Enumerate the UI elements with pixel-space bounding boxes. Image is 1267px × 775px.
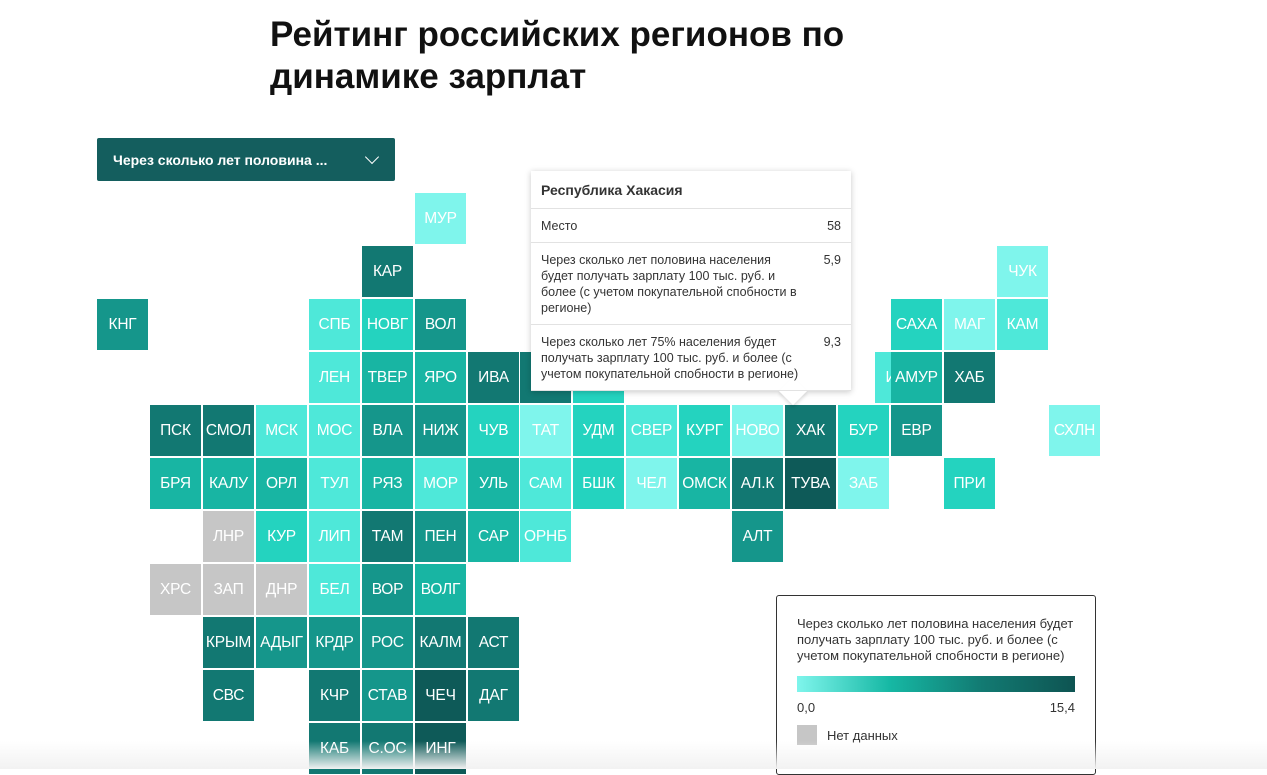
legend-min: 0,0 (797, 700, 816, 715)
region-tile[interactable]: БУР (838, 405, 889, 456)
tooltip-value: 5,9 (823, 253, 841, 267)
region-tile[interactable]: ТУВА (785, 458, 836, 509)
legend-scale: 0,0 15,4 (797, 700, 1075, 715)
region-tile[interactable]: ТАМ (362, 511, 413, 562)
region-tile[interactable]: ВОЛ (415, 299, 466, 350)
region-tile[interactable]: КАМ (997, 299, 1048, 350)
region-tile[interactable]: СВС (203, 670, 254, 721)
region-tile[interactable]: АЛТ (732, 511, 783, 562)
region-tile[interactable]: АМУР (891, 352, 942, 403)
region-tile[interactable]: АДЫГ (256, 617, 307, 668)
region-tile[interactable]: ПРИ (944, 458, 995, 509)
region-tile[interactable]: НИЖ (415, 405, 466, 456)
tooltip-key: Через сколько лет 75% населения будет по… (541, 335, 799, 381)
nodata-swatch (797, 725, 817, 745)
region-tile[interactable]: КРДР (309, 617, 360, 668)
tooltip-value: 58 (827, 219, 841, 233)
region-tile[interactable]: НОВО (732, 405, 783, 456)
region-tile[interactable]: КНГ (97, 299, 148, 350)
region-tile[interactable]: ВОЛГ (415, 564, 466, 615)
region-tile[interactable]: МСК (256, 405, 307, 456)
region-tile[interactable]: КРЫМ (203, 617, 254, 668)
region-tile[interactable]: КАБ (309, 723, 360, 774)
region-tile[interactable]: ПСК (150, 405, 201, 456)
region-tile[interactable]: ОРНБ (520, 511, 571, 562)
region-tile[interactable]: СПБ (309, 299, 360, 350)
region-tile[interactable]: ХАБ (944, 352, 995, 403)
region-tile[interactable]: С.ОС (362, 723, 413, 774)
region-tile[interactable]: САР (468, 511, 519, 562)
region-tooltip: Республика Хакасия Место 58 Через скольк… (531, 171, 851, 406)
region-tile[interactable]: БШК (573, 458, 624, 509)
region-tile[interactable]: БРЯ (150, 458, 201, 509)
region-tile[interactable]: АСТ (468, 617, 519, 668)
region-tile[interactable]: БЕЛ (309, 564, 360, 615)
region-tile[interactable]: ХАК (785, 405, 836, 456)
region-tile[interactable]: КУРГ (679, 405, 730, 456)
legend-title: Через сколько лет половина населения буд… (797, 616, 1074, 663)
region-tile[interactable]: СВЕР (626, 405, 677, 456)
region-tile[interactable]: ХРС (150, 564, 201, 615)
region-tile[interactable]: ЧЕЧ (415, 670, 466, 721)
region-tile[interactable]: НОВГ (362, 299, 413, 350)
region-tile[interactable]: УЛЬ (468, 458, 519, 509)
region-tile[interactable]: ЕВР (891, 405, 942, 456)
region-tile[interactable]: КУР (256, 511, 307, 562)
map-legend: Через сколько лет половина населения буд… (776, 595, 1096, 775)
region-tile[interactable]: ЧУВ (468, 405, 519, 456)
region-tile[interactable]: МУР (415, 193, 466, 244)
region-tile[interactable]: ТУЛ (309, 458, 360, 509)
region-tile[interactable]: САХА (891, 299, 942, 350)
tooltip-region-name: Республика Хакасия (531, 171, 851, 209)
region-tile[interactable]: ОМСК (679, 458, 730, 509)
region-tile[interactable]: ДНР (256, 564, 307, 615)
region-tile[interactable]: ЧЕЛ (626, 458, 677, 509)
legend-nodata: Нет данных (797, 725, 1075, 745)
region-tile[interactable]: ЗАП (203, 564, 254, 615)
region-tile[interactable]: САМ (520, 458, 571, 509)
tooltip-row-75: Через сколько лет 75% населения будет по… (531, 325, 851, 391)
region-tile[interactable]: МАГ (944, 299, 995, 350)
region-tile[interactable]: ЛЕН (309, 352, 360, 403)
page-title: Рейтинг российских регионов по динамике … (270, 15, 845, 96)
tooltip-value: 9,3 (823, 335, 841, 349)
region-tile[interactable]: СХЛН (1049, 405, 1100, 456)
region-tile[interactable]: ИНГ (415, 723, 466, 774)
region-tile[interactable]: ДАГ (468, 670, 519, 721)
metric-dropdown-label: Через сколько лет половина ... (113, 151, 328, 168)
region-tile[interactable]: ЯРО (415, 352, 466, 403)
region-tile[interactable]: АЛ.К (732, 458, 783, 509)
tooltip-row-half: Через сколько лет половина населения буд… (531, 243, 851, 325)
region-tile[interactable]: ОРЛ (256, 458, 307, 509)
region-tile[interactable]: СТАВ (362, 670, 413, 721)
legend-gradient (797, 676, 1075, 692)
region-tile[interactable]: КАР (362, 246, 413, 297)
region-tile[interactable]: ВОР (362, 564, 413, 615)
region-tile[interactable]: ИВА (468, 352, 519, 403)
legend-max: 15,4 (1049, 700, 1075, 715)
region-tile[interactable]: ЛИП (309, 511, 360, 562)
region-tile[interactable]: ЛНР (203, 511, 254, 562)
tooltip-row-rank: Место 58 (531, 209, 851, 243)
legend-nodata-label: Нет данных (827, 727, 898, 743)
region-tile[interactable]: ПЕН (415, 511, 466, 562)
region-tile[interactable]: КЧР (309, 670, 360, 721)
region-tile[interactable]: РОС (362, 617, 413, 668)
region-tile[interactable]: ТВЕР (362, 352, 413, 403)
tooltip-key: Через сколько лет половина населения буд… (541, 253, 797, 315)
region-tile[interactable]: МОС (309, 405, 360, 456)
region-tile[interactable]: ЧУК (997, 246, 1048, 297)
region-tile[interactable]: РЯЗ (362, 458, 413, 509)
region-tile[interactable]: ЗАБ (838, 458, 889, 509)
region-tile[interactable]: ВЛА (362, 405, 413, 456)
region-tile[interactable]: МОР (415, 458, 466, 509)
metric-dropdown[interactable]: Через сколько лет половина ... (97, 138, 395, 181)
region-tile[interactable]: УДМ (573, 405, 624, 456)
region-tile[interactable]: КАЛМ (415, 617, 466, 668)
region-tile[interactable]: КАЛУ (203, 458, 254, 509)
region-tile[interactable]: СМОЛ (203, 405, 254, 456)
tooltip-key: Место (541, 219, 578, 233)
region-tile[interactable]: ТАТ (520, 405, 571, 456)
